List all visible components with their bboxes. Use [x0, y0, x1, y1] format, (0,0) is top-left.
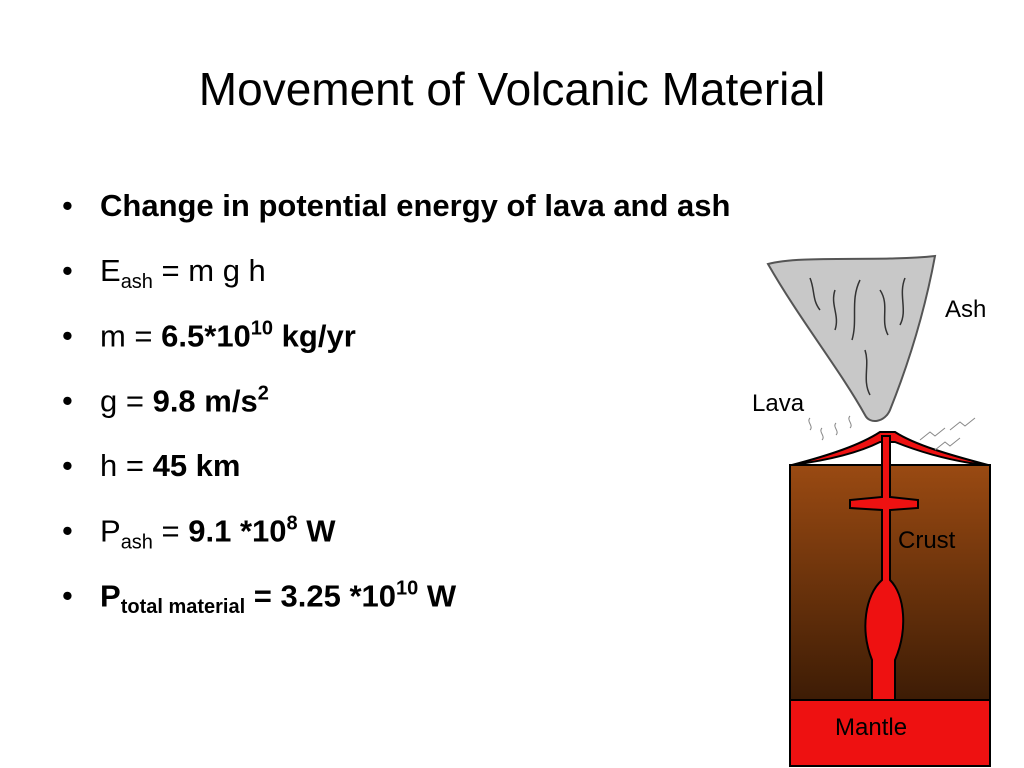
bullet: h = 45 km	[62, 448, 730, 513]
bullet-text: Change in potential energy of lava and a…	[100, 188, 731, 223]
magma-conduit	[849, 435, 919, 701]
bullet: m = 6.5*1010 kg/yr	[62, 318, 730, 383]
label-crust: Crust	[898, 527, 956, 554]
superscript: 2	[257, 383, 269, 405]
value: 9.8 m/s	[152, 383, 258, 419]
title: Movement of Volcanic Material	[198, 63, 826, 115]
value: 45 km	[152, 448, 241, 483]
bullet-text: = m g h	[152, 253, 266, 288]
superscript: 10	[250, 318, 274, 340]
label-ash: Ash	[945, 296, 986, 323]
heat-waves	[808, 415, 976, 451]
bullet: Change in potential energy of lava and a…	[62, 188, 730, 253]
bullet: Pash = 9.1 *108 W	[62, 513, 730, 578]
superscript: 10	[396, 578, 419, 600]
label-lava: Lava	[752, 390, 805, 417]
superscript: 8	[286, 513, 298, 535]
subscript: ash	[120, 531, 153, 554]
value: 9.1 *10	[188, 513, 287, 549]
unit: W	[418, 578, 457, 614]
bullet-text: =	[152, 513, 189, 549]
bullet-text: E	[100, 253, 121, 288]
bullet: g = 9.8 m/s2	[62, 383, 730, 448]
value: 6.5*10	[161, 318, 251, 354]
bullet: Ptotal material = 3.25 *1010 W	[62, 578, 730, 643]
bullet-text: g =	[100, 383, 153, 419]
bullet-text: m =	[100, 318, 162, 354]
bullet-list: Change in potential energy of lava and a…	[62, 188, 730, 643]
ash-texture	[809, 277, 906, 396]
bullet-text: h =	[100, 448, 153, 483]
ash-cloud	[766, 254, 937, 422]
bullet: Eash = m g h	[62, 253, 730, 318]
subscript: ash	[120, 271, 153, 294]
unit: kg/yr	[273, 318, 356, 354]
label-mantle: Mantle	[835, 714, 907, 741]
unit: W	[297, 513, 336, 549]
bullet-text: P	[100, 578, 121, 614]
subscript: total material	[120, 596, 246, 619]
value: = 3.25 *10	[245, 578, 396, 614]
bullet-text: P	[100, 513, 121, 549]
